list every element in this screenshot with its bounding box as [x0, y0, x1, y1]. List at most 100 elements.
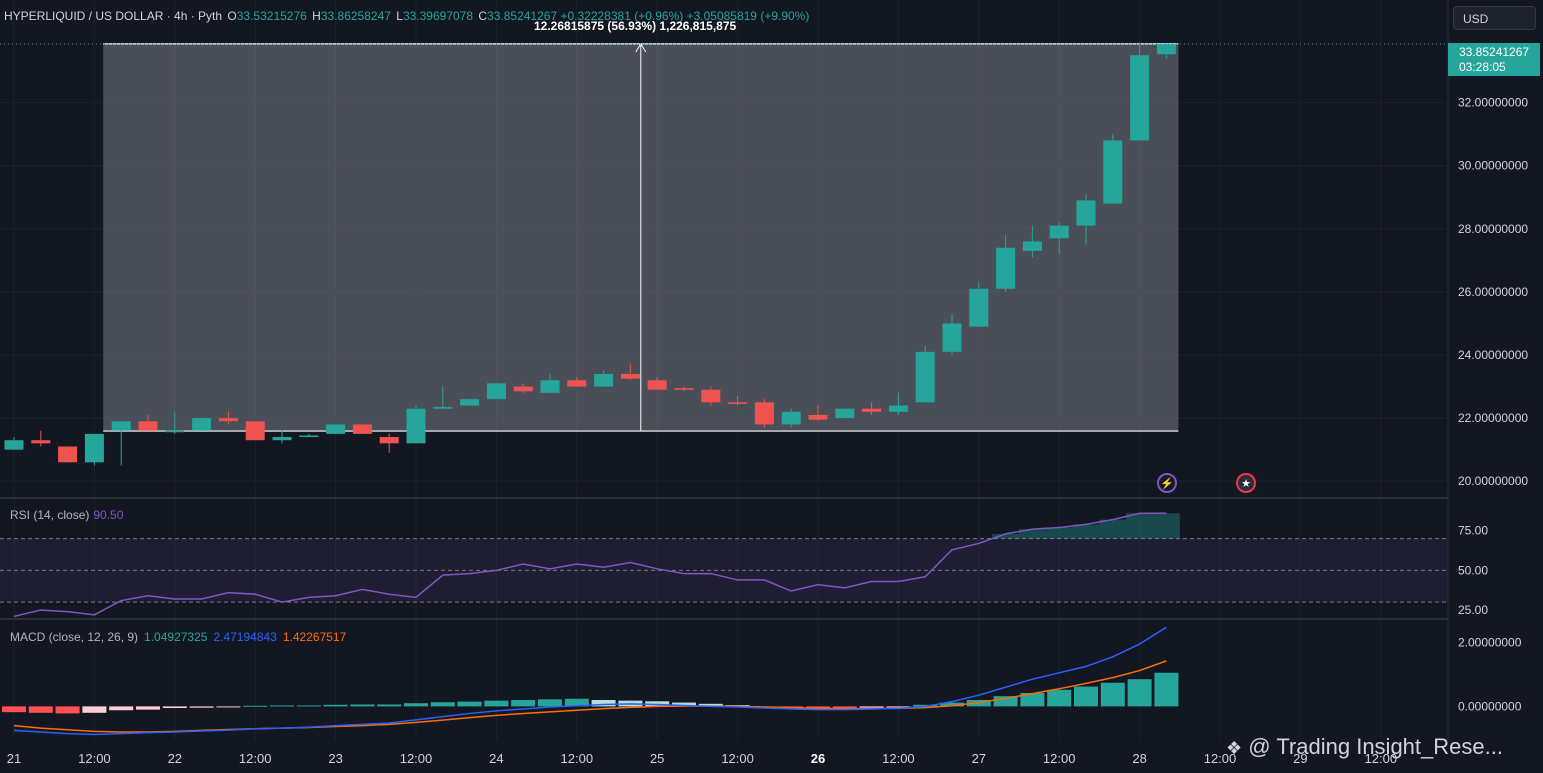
time-tick-label: 23 [328, 751, 342, 766]
macd-histogram-bar [350, 704, 375, 707]
candle-body [835, 408, 855, 419]
macd-histogram-bar [672, 702, 696, 707]
rsi-legend[interactable]: RSI (14, close) 90.50 [10, 508, 123, 522]
currency-button[interactable]: USD [1453, 6, 1536, 30]
macd-histogram-bar [55, 706, 80, 714]
candle-body [567, 380, 587, 387]
macd-line-value: 2.47194843 [213, 630, 277, 644]
macd-legend[interactable]: MACD (close, 12, 26, 9) 1.04927325 2.47194… [10, 630, 346, 644]
macd-histogram-bar [564, 698, 589, 707]
macd-tick-label: 2.00000000 [1458, 635, 1522, 649]
candle-body [272, 437, 292, 441]
price-tick-label: 24.00000000 [1458, 348, 1528, 362]
macd-histogram-bar [1074, 686, 1098, 707]
price-tick-label: 32.00000000 [1458, 96, 1528, 110]
change-value: +0.32228381 (+0.96%) [560, 9, 684, 23]
candle-body [754, 402, 774, 425]
time-tick-label: 28 [1132, 751, 1146, 766]
candle-body [1022, 241, 1042, 251]
time-tick-label: 12:00 [1204, 751, 1237, 766]
candle-body [1076, 200, 1096, 226]
candle-body [379, 437, 399, 444]
macd-histogram-bar [28, 706, 53, 713]
macd-histogram-bar [806, 706, 830, 708]
macd-histogram-bar [457, 701, 482, 707]
macd-histogram-bar [538, 699, 562, 707]
macd-histogram-bar [698, 703, 723, 707]
macd-tick-label: 0.00000000 [1458, 699, 1522, 713]
candle-body [701, 389, 721, 403]
time-tick-label: 12:00 [721, 751, 754, 766]
close-key: C [478, 9, 488, 23]
rsi-overbought-fill [992, 513, 1180, 539]
macd-histogram-bar [1047, 689, 1072, 707]
macd-histogram-bar [511, 700, 536, 707]
rsi-tick-label: 25.00 [1458, 603, 1488, 617]
candle-body [969, 288, 989, 327]
last-price: 33.85241267 [1459, 45, 1530, 59]
time-tick-label: 29 [1293, 751, 1307, 766]
candle-body [218, 418, 238, 422]
macd-histogram-bar [1100, 682, 1125, 707]
macd-histogram-bar [82, 706, 107, 713]
change-percent-value: +3.05085819 (+9.90%) [686, 9, 810, 23]
candle-body [862, 408, 882, 412]
candle-body [486, 383, 506, 400]
macd-histogram-bar [296, 705, 321, 707]
candle-body [594, 373, 614, 387]
macd-histogram-bar [216, 706, 241, 708]
candle-body [674, 388, 694, 390]
price-tick-label: 20.00000000 [1458, 474, 1528, 488]
candle-body [299, 435, 319, 438]
time-tick-label: 22 [168, 751, 182, 766]
low-key: L [396, 9, 403, 23]
macd-histogram-bar [779, 706, 804, 708]
candle-body [245, 421, 265, 441]
macd-histogram-bar [323, 704, 348, 707]
watermark-text: @ Trading Insight_Rese... [1248, 734, 1503, 759]
time-tick-label: 26 [811, 751, 825, 766]
macd-histogram-bar [859, 706, 884, 708]
macd-title: MACD (close, 12, 26, 9) [10, 630, 139, 644]
price-tick-label: 22.00000000 [1458, 411, 1528, 425]
candle-body [1130, 55, 1150, 141]
time-tick-label: 12:00 [1365, 751, 1398, 766]
macd-histogram-bar [189, 706, 214, 708]
candle-body [326, 424, 346, 434]
last-price-tag: 33.85241267 03:28:05 [1448, 43, 1540, 76]
candle-body [942, 323, 962, 352]
candle-body [192, 418, 212, 431]
macd-histogram-bar [886, 706, 911, 708]
macd-line [13, 626, 1167, 736]
lightning-icon[interactable]: ⚡ [1157, 473, 1177, 493]
macd-histogram-bar [591, 700, 616, 707]
high-value: 33.86258247 [320, 9, 391, 23]
candle-body [31, 440, 51, 444]
macd-histogram-bar [109, 706, 134, 711]
macd-histogram-bar [2, 706, 26, 713]
candle-body [888, 405, 908, 412]
open-value: 33.53215276 [236, 9, 307, 23]
candle-body [84, 433, 104, 463]
macd-histogram-bar [243, 705, 268, 707]
rsi-title: RSI (14, close) [10, 508, 90, 522]
price-tick-label: 28.00000000 [1458, 222, 1528, 236]
price-tick-label: 26.00000000 [1458, 285, 1528, 299]
macd-histogram-bar [162, 706, 187, 708]
candle-body [138, 421, 158, 431]
candle-body [647, 380, 667, 390]
time-tick-label: 12:00 [78, 751, 111, 766]
macd-histogram-bar [377, 704, 402, 707]
macd-histogram-bar [1127, 679, 1152, 707]
candle-body [4, 440, 24, 450]
us-flag-icon[interactable]: ★ [1236, 473, 1256, 493]
macd-histogram-value: 1.04927325 [144, 630, 208, 644]
candle-body [808, 414, 828, 420]
macd-histogram-bar [136, 706, 160, 710]
candle-body [781, 411, 801, 425]
symbol-title[interactable]: HYPERLIQUID / US DOLLAR · 4h · Pyth [4, 9, 223, 23]
candle-body [1103, 140, 1123, 204]
time-tick-label: 12:00 [882, 751, 915, 766]
candle-body [352, 424, 372, 434]
